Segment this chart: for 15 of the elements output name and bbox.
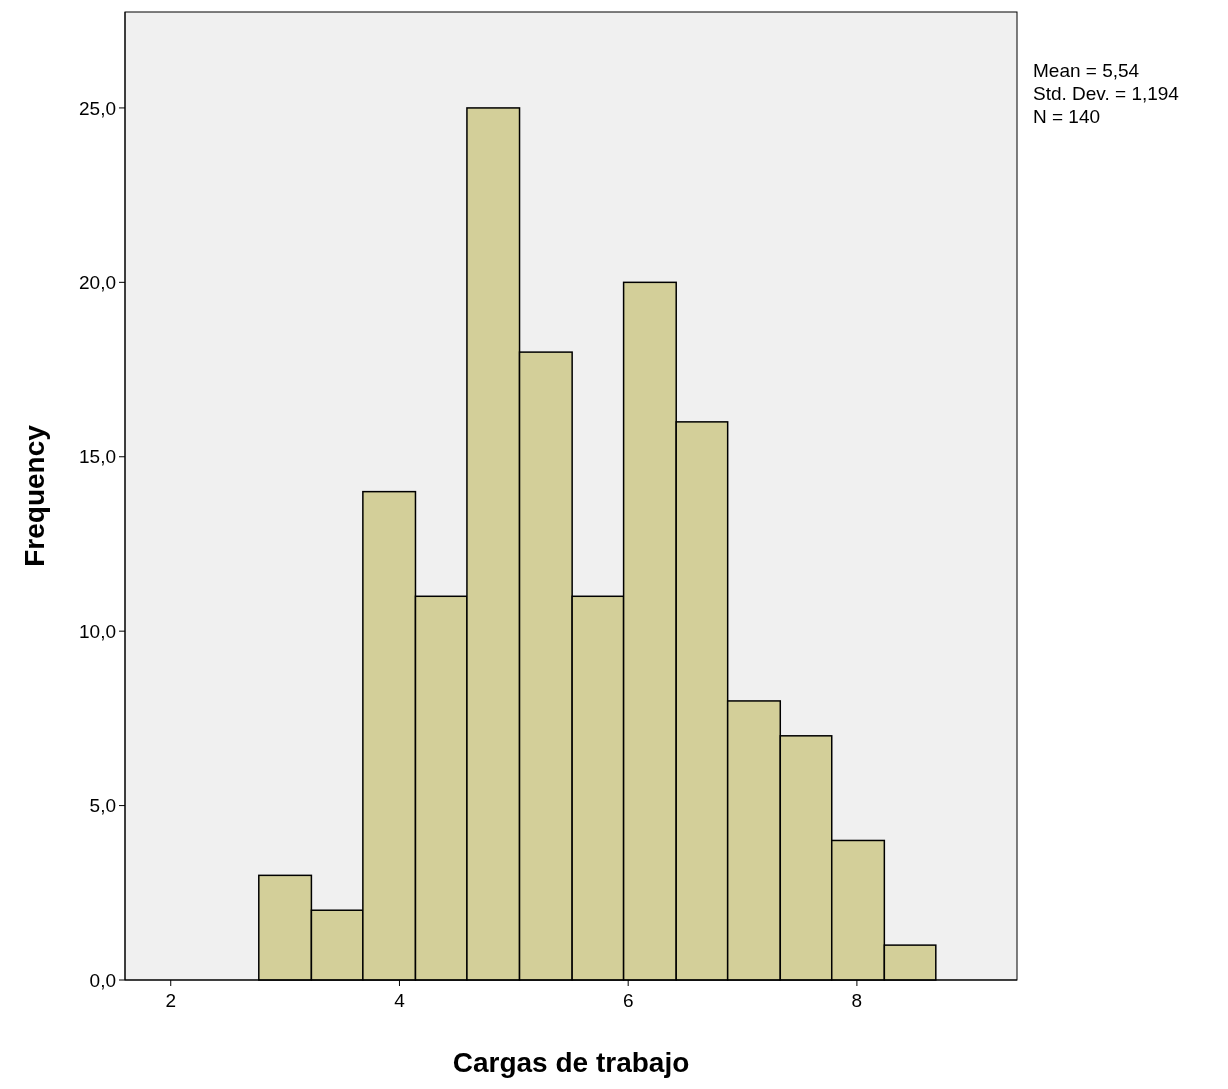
y-tick-label: 20,0: [79, 271, 116, 293]
text: N = 140: [1033, 106, 1101, 127]
text: Mean = 5,54: [1033, 60, 1140, 81]
y-axis-title: Frequency: [19, 424, 50, 567]
x-tick-label: 6: [622, 990, 634, 1011]
x-tick-label: 2: [165, 990, 177, 1011]
y-tick-label: 0,0: [89, 969, 116, 991]
x-tick-label: 4: [394, 990, 406, 1011]
y-tick-label: 15,0: [79, 446, 116, 468]
x-axis-title: Cargas de trabajo: [452, 1047, 690, 1078]
y-tick-label: 25,0: [79, 97, 116, 119]
x-tick-label: 8: [851, 990, 863, 1011]
text: Std. Dev. = 1,194: [1033, 83, 1180, 104]
y-tick-label: 5,0: [89, 795, 116, 817]
y-tick-label: 10,0: [79, 620, 116, 642]
